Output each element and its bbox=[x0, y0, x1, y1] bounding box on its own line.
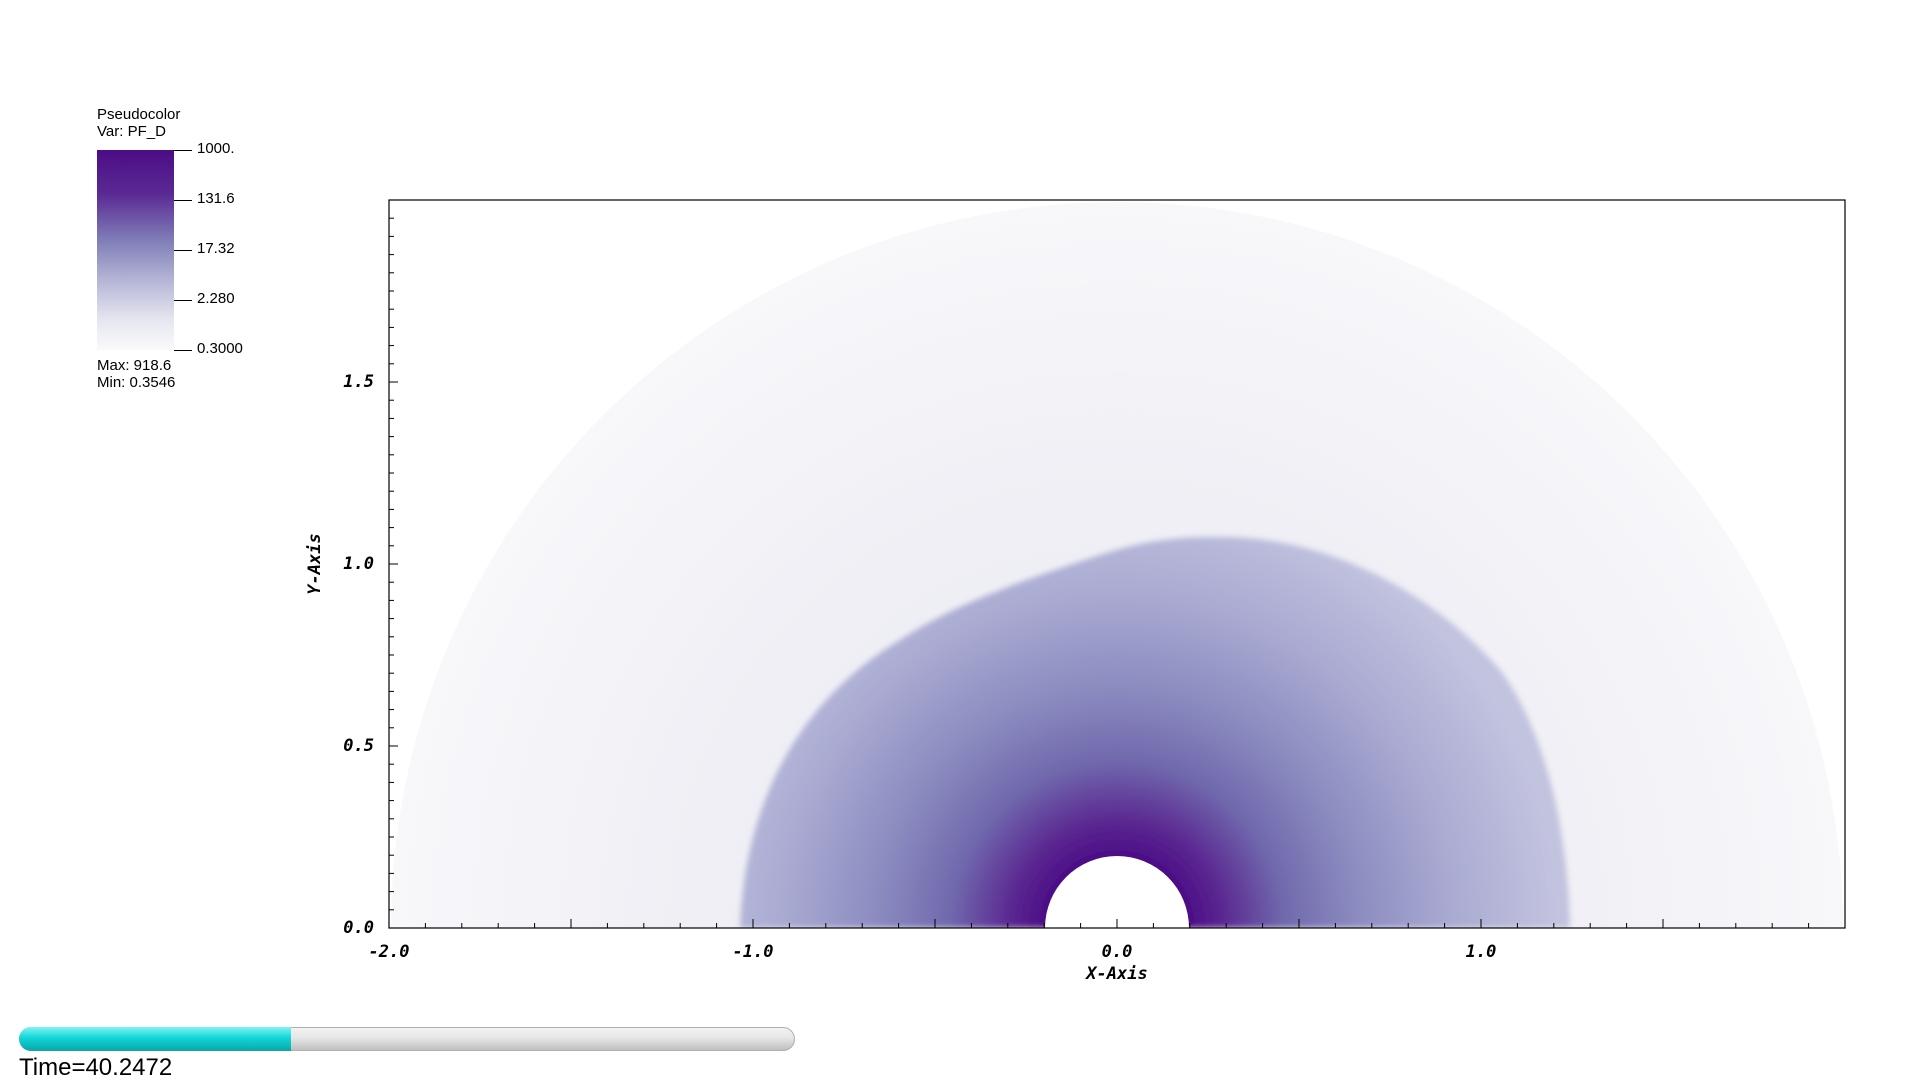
legend-tick-label: 0.3000 bbox=[197, 340, 243, 357]
legend-tick-label: 2.280 bbox=[197, 290, 235, 307]
x-tick-label: 1.0 bbox=[1466, 942, 1497, 962]
color-legend-bar bbox=[97, 150, 174, 350]
legend-tick bbox=[174, 150, 192, 151]
legend-title: Pseudocolor Var: PF_D bbox=[97, 106, 180, 140]
legend-tick-label: 17.32 bbox=[197, 240, 235, 257]
legend-tick-label: 131.6 bbox=[197, 190, 235, 207]
legend-tick bbox=[174, 350, 192, 351]
y-tick-label: 1.5 bbox=[343, 372, 374, 392]
y-tick-label: 0.0 bbox=[343, 918, 374, 938]
time-label: Time=40.2472 bbox=[19, 1054, 173, 1081]
legend-tick-label: 1000. bbox=[197, 140, 235, 157]
y-axis-ticks bbox=[389, 199, 398, 929]
time-progress-fill bbox=[19, 1027, 291, 1051]
x-axis-label: X-Axis bbox=[1084, 964, 1147, 984]
y-tick-label: 1.0 bbox=[343, 554, 374, 574]
x-tick-label: 0.0 bbox=[1102, 942, 1133, 962]
inner-field-region bbox=[740, 536, 1570, 928]
legend-max: Max: 918.6 bbox=[97, 357, 172, 374]
x-tick-label: -2.0 bbox=[369, 942, 410, 962]
legend-tick bbox=[174, 300, 192, 301]
y-axis-label: Y-Axis bbox=[305, 533, 325, 594]
legend-tick bbox=[174, 250, 192, 251]
x-tick-label: -1.0 bbox=[733, 942, 774, 962]
legend-min: Min: 0.3546 bbox=[97, 374, 176, 391]
central-hole bbox=[1045, 856, 1189, 928]
legend-plot-type: Pseudocolor bbox=[97, 106, 181, 123]
y-tick-label: 0.5 bbox=[343, 736, 374, 756]
time-progress-bar bbox=[19, 1027, 795, 1051]
legend-tick bbox=[174, 200, 192, 201]
legend-variable: Var: PF_D bbox=[97, 123, 166, 140]
x-axis-ticks bbox=[388, 919, 1846, 928]
